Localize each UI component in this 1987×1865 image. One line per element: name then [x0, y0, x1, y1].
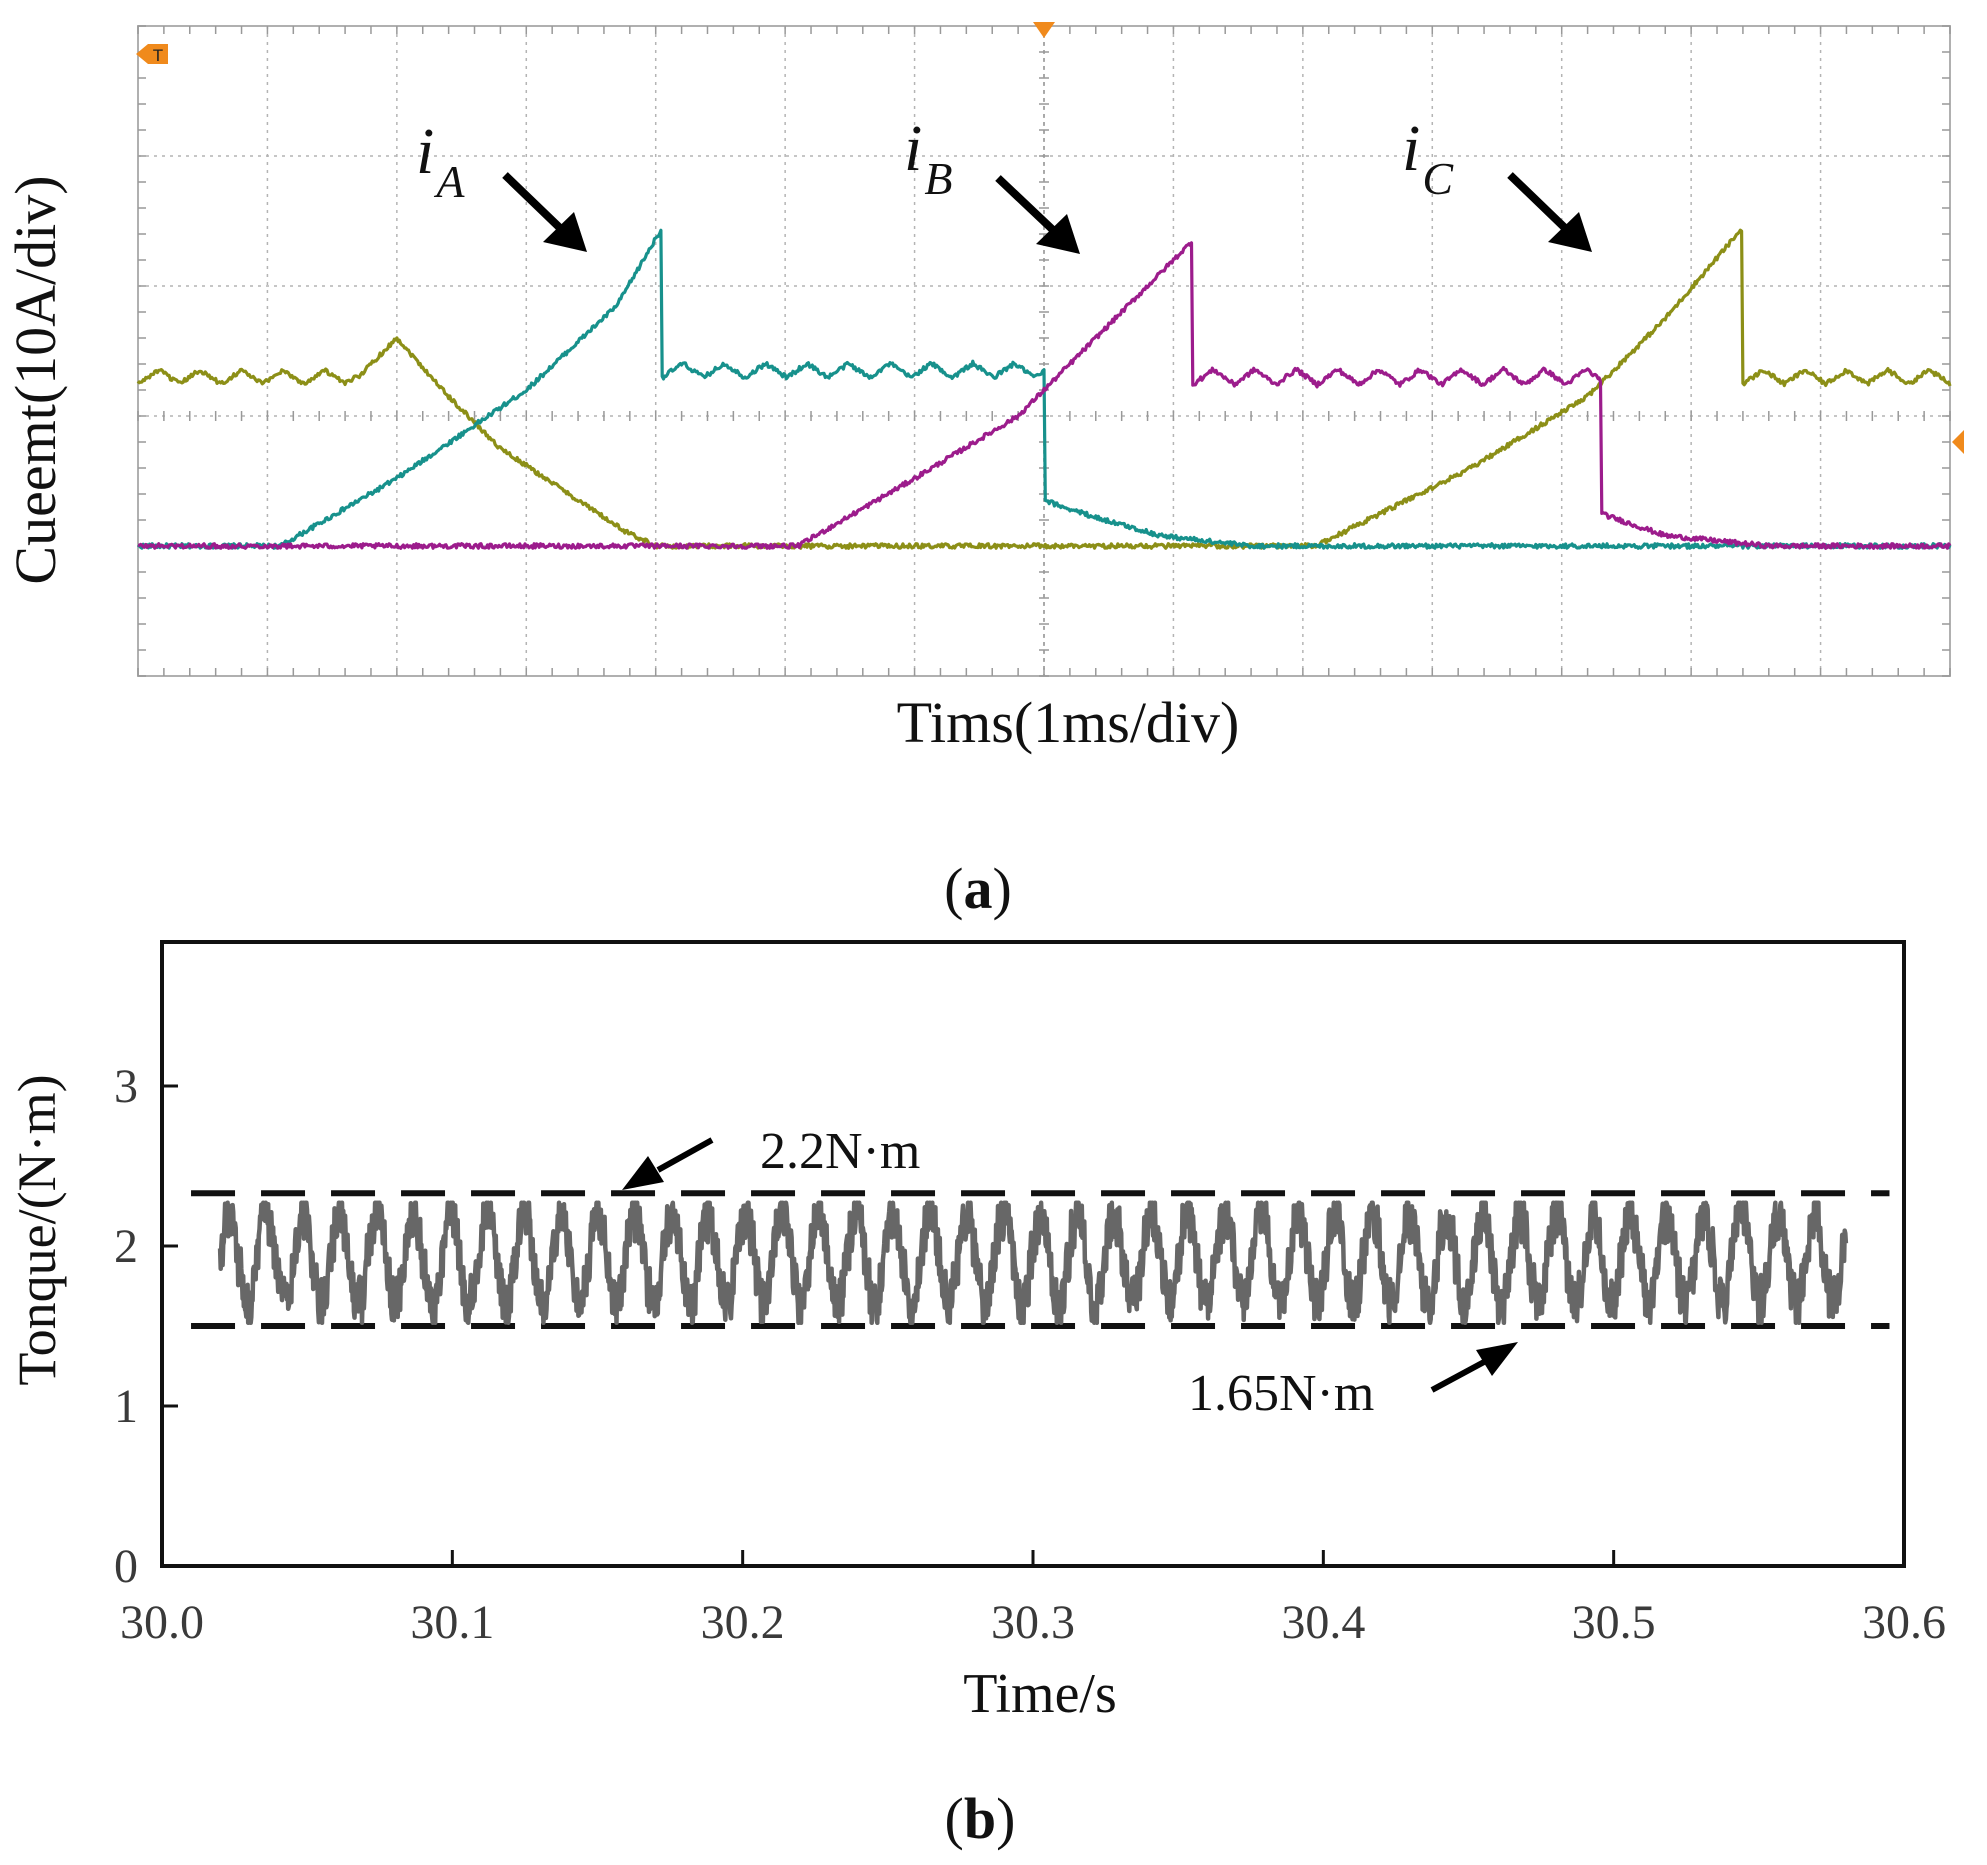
panel-a-series — [136, 228, 1952, 550]
panel-a-markers: T — [136, 22, 1964, 454]
x-tick-label: 30.0 — [120, 1596, 204, 1649]
panel-b-series — [217, 1200, 1849, 1326]
x-tick-label: 30.5 — [1572, 1596, 1656, 1649]
series-i-b — [137, 241, 1952, 550]
ground-reference-marker — [1952, 430, 1964, 454]
panel-b-ticks: 30.0 30.1 30.2 30.3 30.4 30.5 30.6 0 1 2 3 — [114, 1060, 1946, 1649]
phase-c-arrow — [1507, 172, 1592, 252]
upper-bound-arrow — [622, 1137, 714, 1190]
x-tick-label: 30.1 — [410, 1596, 494, 1649]
panel-a-y-axis-label: Cueemt(10A/div) — [3, 175, 68, 584]
phase-c-label: iC — [1402, 112, 1454, 204]
y-tick-label: 2 — [114, 1220, 138, 1273]
phase-b-arrow — [995, 175, 1080, 254]
panel-a: T iA iB iC Cueemt(10A/div) Tims(1ms/div) — [3, 22, 1964, 755]
phase-a-arrow — [502, 172, 587, 252]
lower-bound-arrow — [1430, 1342, 1518, 1393]
x-tick-label: 30.4 — [1281, 1596, 1365, 1649]
y-tick-label: 0 — [114, 1540, 138, 1593]
x-tick-label: 30.3 — [991, 1596, 1075, 1649]
caption-b: (b) — [945, 1786, 1016, 1851]
panel-b-x-axis-label: Time/s — [963, 1663, 1117, 1725]
panel-a-plot-area — [137, 25, 1951, 677]
panel-b-reference-lines — [191, 1190, 1890, 1329]
trigger-level-symbol: T — [153, 46, 163, 65]
trigger-position-marker — [1033, 22, 1055, 38]
x-tick-label: 30.2 — [701, 1596, 785, 1649]
panel-a-minor-ticks — [137, 25, 1951, 677]
minor-tick-marks — [137, 25, 1951, 677]
panel-b-y-axis-label: Tonque/(N·m) — [7, 1074, 67, 1385]
lower-bound-label: 1.65N·m — [1188, 1365, 1374, 1422]
y-tick-label: 1 — [114, 1380, 138, 1433]
series-i-a — [136, 228, 1952, 550]
trigger-level-marker: T — [136, 44, 168, 65]
x-tick-label: 30.6 — [1862, 1596, 1946, 1649]
phase-a-label: iA — [416, 115, 465, 207]
caption-a: (a) — [944, 856, 1012, 921]
panel-a-x-axis-label: Tims(1ms/div) — [897, 690, 1240, 755]
phase-b-label: iB — [904, 112, 952, 204]
y-tick-label: 3 — [114, 1060, 138, 1113]
series-i-c — [136, 228, 1952, 550]
upper-bound-label: 2.2N·m — [760, 1123, 920, 1180]
series-torque — [217, 1200, 1849, 1326]
